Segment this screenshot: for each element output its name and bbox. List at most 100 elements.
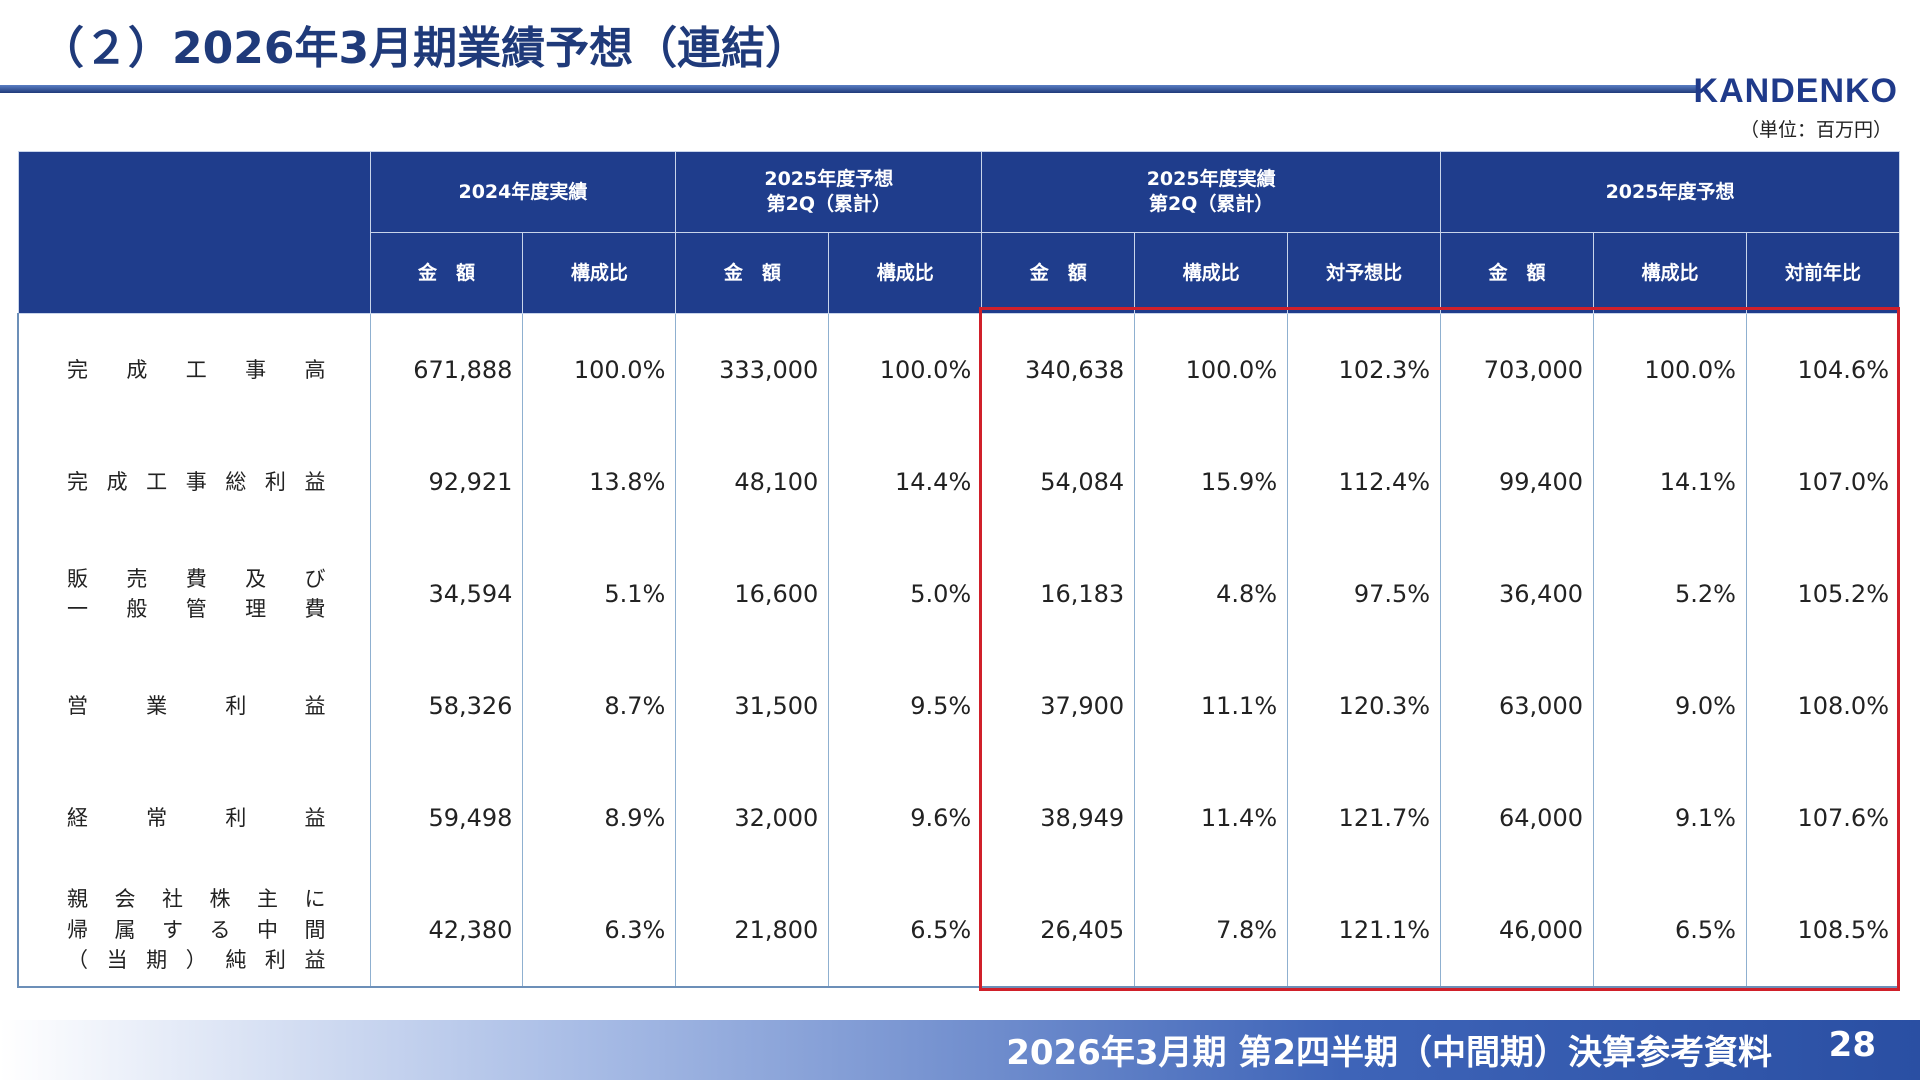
footer-text: 2026年3月期 第2四半期（中間期）決算参考資料	[1006, 1033, 1772, 1073]
value-cell: 16,183	[981, 538, 1136, 650]
value-cell: 59,498	[369, 762, 524, 874]
column-header: 構成比	[828, 232, 983, 314]
value-cell: 121.7%	[1287, 762, 1442, 874]
value-cell: 36,400	[1440, 538, 1594, 650]
value-cell: 5.0%	[828, 538, 983, 650]
value-cell: 112.4%	[1287, 426, 1442, 538]
column-header: 金 額	[981, 232, 1136, 314]
row-label-line: （当期）純利益	[67, 948, 326, 973]
value-cell: 38,949	[981, 762, 1136, 874]
value-cell: 26,405	[981, 874, 1136, 988]
value-cell: 37,900	[981, 650, 1136, 762]
page-number: 28	[1828, 1025, 1876, 1065]
value-cell: 121.1%	[1287, 874, 1442, 988]
row-label-line: 親会社株主に	[67, 887, 326, 912]
row-label: 営業利益	[17, 650, 371, 762]
value-cell: 340,638	[981, 313, 1136, 426]
table-row: 完成工事総利益 92,921 13.8% 48,100 14.4% 54,084 15.9%…	[17, 426, 1901, 538]
column-header: 構成比	[522, 232, 677, 314]
value-cell: 15.9%	[1134, 426, 1289, 538]
table-row: 親会社株主に 帰属する中間 （当期）純利益 42,380 6.3% 21,800 6.5% 2…	[17, 874, 1901, 988]
unit-note: （単位：百万円）	[1739, 119, 1892, 141]
value-cell: 48,100	[675, 426, 830, 538]
value-cell: 97.5%	[1287, 538, 1442, 650]
row-label: 販売費及び一般管理費	[17, 538, 371, 650]
value-cell: 21,800	[675, 874, 830, 988]
value-cell: 100.0%	[1134, 313, 1289, 426]
value-cell: 7.8%	[1134, 874, 1289, 988]
value-cell: 120.3%	[1287, 650, 1442, 762]
value-cell: 100.0%	[522, 313, 677, 426]
value-cell: 64,000	[1440, 762, 1594, 874]
row-label-line: 一般管理費	[67, 597, 326, 621]
row-label: 経常利益	[17, 762, 371, 874]
value-cell: 333,000	[675, 313, 830, 426]
group-header: 2025年度予想 第2Q（累計）	[675, 151, 983, 233]
row-label: 親会社株主に 帰属する中間 （当期）純利益	[17, 874, 371, 988]
value-cell: 16,600	[675, 538, 830, 650]
value-cell: 32,000	[675, 762, 830, 874]
value-cell: 104.6%	[1745, 313, 1901, 426]
value-cell: 9.1%	[1593, 762, 1747, 874]
row-label-line: 完成工事高	[67, 357, 326, 382]
table-row: 完成工事高 671,888 100.0% 333,000 100.0% 340,638 10…	[17, 313, 1901, 426]
value-cell: 6.5%	[828, 874, 983, 988]
column-header: 金 額	[1440, 232, 1594, 314]
value-cell: 14.1%	[1593, 426, 1747, 538]
value-cell: 5.1%	[522, 538, 677, 650]
value-cell: 14.4%	[828, 426, 983, 538]
column-header: 金 額	[369, 232, 524, 314]
value-cell: 54,084	[981, 426, 1136, 538]
row-label-line: 帰属する中間	[67, 917, 326, 942]
value-cell: 63,000	[1440, 650, 1594, 762]
value-cell: 8.9%	[522, 762, 677, 874]
value-cell: 13.8%	[522, 426, 677, 538]
footer-band	[0, 1020, 1920, 1080]
value-cell: 100.0%	[1593, 313, 1747, 426]
value-cell: 671,888	[369, 313, 524, 426]
value-cell: 9.0%	[1593, 650, 1747, 762]
value-cell: 11.1%	[1134, 650, 1289, 762]
group-header-line: 第2Q（累計）	[1148, 193, 1274, 215]
value-cell: 107.6%	[1745, 762, 1901, 874]
value-cell: 92,921	[369, 426, 524, 538]
group-header-line: 2025年度予想	[1605, 180, 1735, 203]
table-row: 営業利益 58,326 8.7% 31,500 9.5% 37,900 11.1% 120.3…	[17, 650, 1901, 762]
value-cell: 105.2%	[1745, 538, 1901, 650]
logo: KANDENKO	[1693, 72, 1898, 110]
value-cell: 46,000	[1440, 874, 1594, 988]
row-label-line: 営業利益	[67, 693, 326, 718]
group-header-line: 2025年度実績	[1146, 168, 1276, 191]
column-header: 構成比	[1593, 232, 1747, 314]
value-cell: 42,380	[369, 874, 524, 988]
value-cell: 108.5%	[1745, 874, 1901, 988]
column-header: 構成比	[1134, 232, 1289, 314]
title-rule	[0, 85, 1700, 93]
value-cell: 4.8%	[1134, 538, 1289, 650]
value-cell: 5.2%	[1593, 538, 1747, 650]
table-row: 販売費及び 一般管理費 34,594 5.1% 16,600 5.0% 16,183 4.8%…	[17, 538, 1901, 650]
row-label-line: 経常利益	[67, 805, 326, 830]
column-header: 金 額	[675, 232, 830, 314]
value-cell: 9.6%	[828, 762, 983, 874]
column-header: 対前年比	[1745, 232, 1901, 314]
value-cell: 99,400	[1440, 426, 1594, 538]
row-label: 完成工事高	[17, 313, 371, 426]
value-cell: 6.3%	[522, 874, 677, 988]
value-cell: 102.3%	[1287, 313, 1442, 426]
value-cell: 34,594	[369, 538, 524, 650]
table-row: 経常利益 59,498 8.9% 32,000 9.6% 38,949 11.4% 121.7…	[17, 762, 1901, 874]
row-label-line: 販売費及び	[67, 566, 326, 591]
group-header-line: 第2Q（累計）	[766, 193, 891, 215]
column-header: 対予想比	[1287, 232, 1442, 314]
title: （２）2026年3月期業績予想（連結）	[40, 23, 810, 74]
value-cell: 11.4%	[1134, 762, 1289, 874]
forecast-table: 2024年度実績 2025年度予想 第2Q（累計） 2025年度実績 第2Q（累計） 20…	[17, 151, 1901, 988]
value-cell: 108.0%	[1745, 650, 1901, 762]
value-cell: 58,326	[369, 650, 524, 762]
group-header: 2025年度実績 第2Q（累計）	[981, 151, 1442, 233]
value-cell: 31,500	[675, 650, 830, 762]
group-header: 2024年度実績	[369, 151, 677, 233]
value-cell: 703,000	[1440, 313, 1594, 426]
